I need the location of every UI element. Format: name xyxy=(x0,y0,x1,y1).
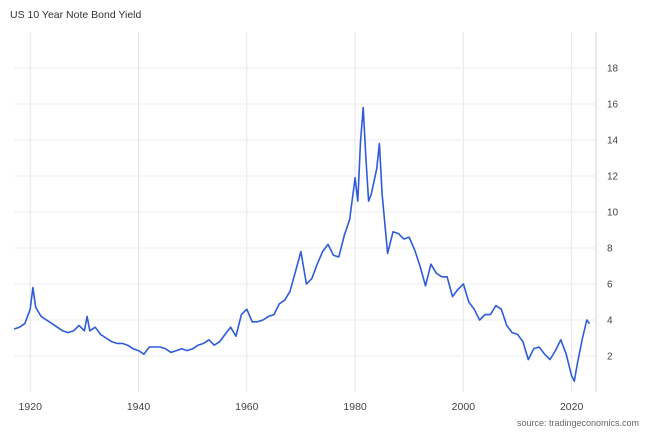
y-tick-label: 6 xyxy=(607,280,613,291)
y-tick-label: 10 xyxy=(607,208,619,219)
chart-title: US 10 Year Note Bond Yield xyxy=(10,9,142,21)
y-tick-label: 16 xyxy=(607,100,619,111)
tick-labels: 1920 1940 1960 1980 2000 2020 2 4 6 8 10 12 14 16 18 xyxy=(19,64,619,414)
y-tick-label: 12 xyxy=(607,172,619,183)
source-label: source: tradingeconomics.com xyxy=(516,418,639,428)
series-line xyxy=(13,106,591,382)
x-tick-label: 2020 xyxy=(560,401,584,413)
grid-lines xyxy=(14,32,597,392)
x-tick-label: 1920 xyxy=(19,401,43,413)
x-tick-label: 1960 xyxy=(235,401,259,413)
y-tick-label: 4 xyxy=(607,316,613,327)
x-tick-label: 1940 xyxy=(127,401,151,413)
x-tick-label: 1980 xyxy=(343,401,367,413)
y-tick-label: 14 xyxy=(607,136,619,147)
series-lines xyxy=(13,106,591,382)
x-tick-label: 2000 xyxy=(452,401,476,413)
y-tick-label: 2 xyxy=(607,352,613,363)
y-tick-label: 8 xyxy=(607,244,613,255)
y-tick-label: 18 xyxy=(607,64,619,75)
